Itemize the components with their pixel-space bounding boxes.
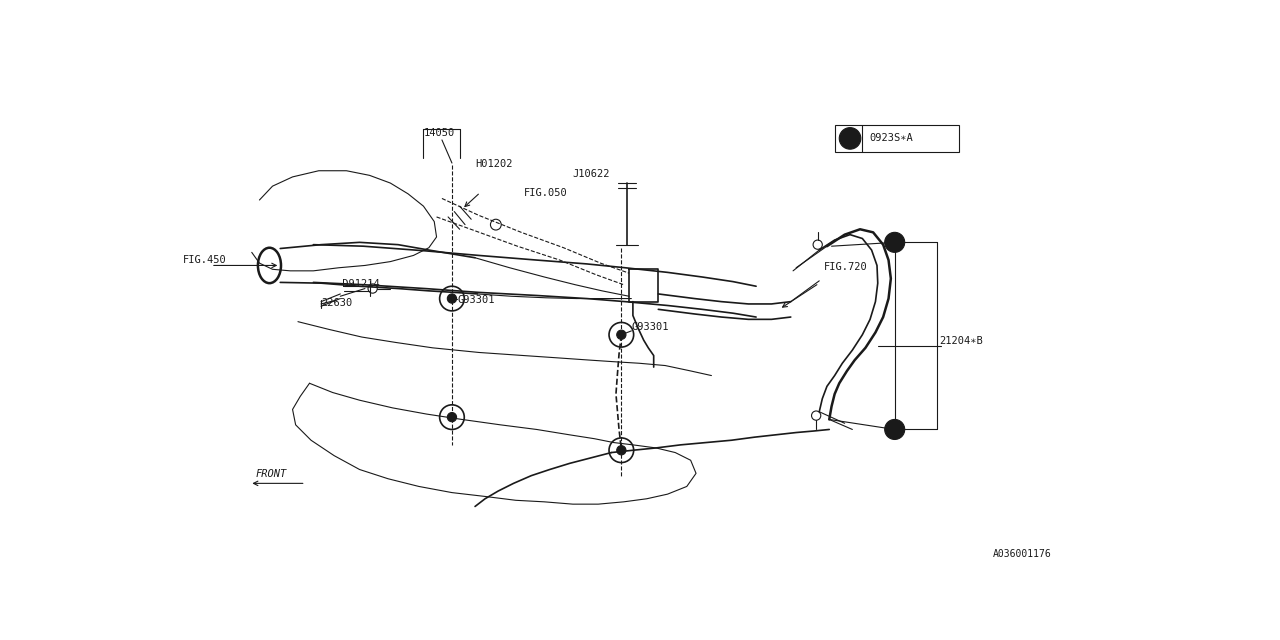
Text: 21204∗B: 21204∗B [940, 336, 983, 346]
Circle shape [447, 294, 457, 303]
Text: FRONT: FRONT [256, 468, 287, 479]
Text: G93301: G93301 [631, 323, 669, 332]
Text: J10622: J10622 [573, 169, 611, 179]
Text: FIG.450: FIG.450 [183, 255, 227, 266]
Text: FIG.050: FIG.050 [524, 188, 567, 198]
Text: FIG.720: FIG.720 [824, 262, 868, 271]
Circle shape [840, 127, 861, 149]
Text: 1: 1 [847, 133, 852, 143]
Text: 0923S∗A: 0923S∗A [869, 133, 913, 143]
Text: H01202: H01202 [475, 159, 512, 169]
Circle shape [447, 413, 457, 422]
Text: 1: 1 [892, 238, 897, 247]
Text: A036001176: A036001176 [993, 549, 1052, 559]
Text: 14050: 14050 [424, 129, 454, 138]
Text: 22630: 22630 [321, 298, 352, 308]
Text: -D91214: -D91214 [337, 279, 380, 289]
Circle shape [617, 445, 626, 455]
Circle shape [884, 232, 905, 252]
Circle shape [884, 419, 905, 440]
FancyBboxPatch shape [835, 125, 960, 152]
Text: 1: 1 [892, 425, 897, 434]
Circle shape [617, 330, 626, 339]
Text: G93301: G93301 [457, 294, 495, 305]
